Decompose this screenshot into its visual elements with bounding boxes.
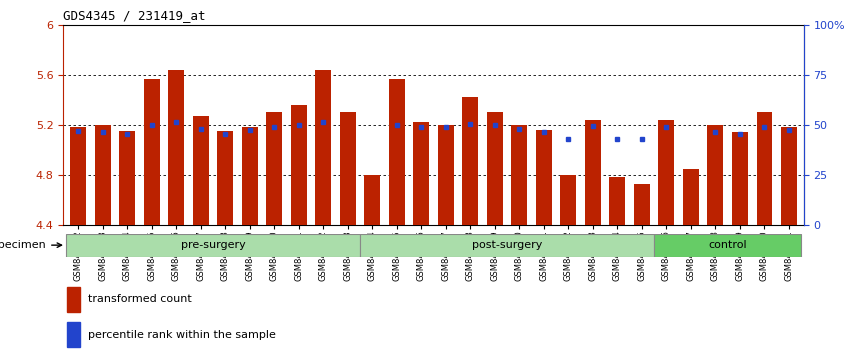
Text: specimen: specimen [0,240,62,250]
Bar [95,125,111,225]
Bar [119,131,135,225]
Bar [560,175,576,225]
Bar [536,130,552,225]
Bar [67,322,80,347]
Bar [340,112,356,225]
Bar [66,234,360,257]
Bar [654,234,801,257]
Text: control: control [708,240,747,250]
Bar [438,125,453,225]
Text: transformed count: transformed count [88,295,192,304]
Bar [360,234,654,257]
Bar [585,120,601,225]
Bar [217,131,233,225]
Bar [168,70,184,225]
Bar [658,120,674,225]
Bar [316,70,332,225]
Bar [683,169,699,225]
Bar [707,125,723,225]
Bar [242,127,258,225]
Text: post-surgery: post-surgery [472,240,542,250]
Bar [609,177,625,225]
Bar [193,116,209,225]
Bar [144,79,160,225]
Bar [463,97,478,225]
Bar [487,112,503,225]
Bar [389,79,404,225]
Bar [291,105,307,225]
Bar [756,112,772,225]
Bar [67,287,80,312]
Bar [266,112,283,225]
Bar [414,122,429,225]
Bar [732,132,748,225]
Text: pre-surgery: pre-surgery [180,240,245,250]
Text: percentile rank within the sample: percentile rank within the sample [88,330,276,340]
Bar [634,183,650,225]
Bar [511,125,527,225]
Bar [781,127,797,225]
Bar [365,175,380,225]
Bar [70,127,86,225]
Text: GDS4345 / 231419_at: GDS4345 / 231419_at [63,9,206,22]
